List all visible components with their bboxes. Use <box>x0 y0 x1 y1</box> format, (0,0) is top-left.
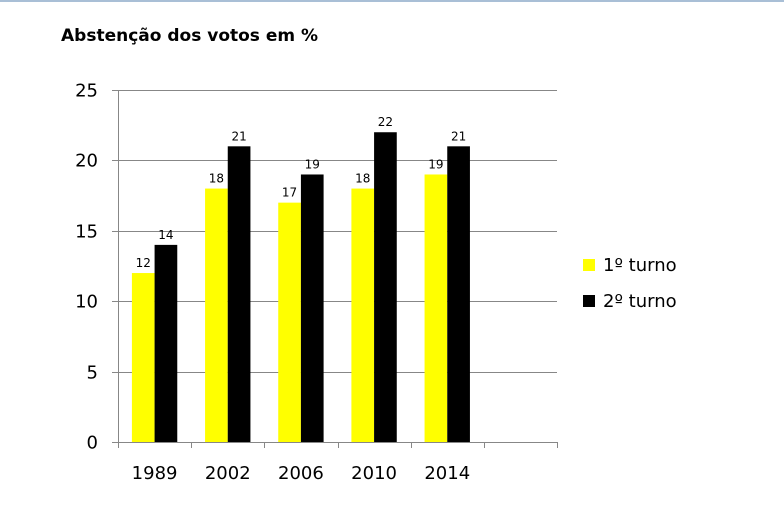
legend-item-series-1: 1º turno <box>583 253 677 277</box>
legend-swatch-series-1 <box>583 259 595 271</box>
legend-label-series-1: 1º turno <box>603 254 677 276</box>
y-tick-label-0: 0 <box>87 433 98 454</box>
bar-2010-series-1 <box>351 188 375 442</box>
bar-2014-series-2 <box>447 146 470 442</box>
bar-2002-series-1 <box>205 188 228 442</box>
top-border <box>0 0 784 2</box>
bar-1989-series-1 <box>131 273 155 442</box>
bar-2014-series-1 <box>424 174 448 443</box>
y-tick-label-10: 10 <box>75 292 98 313</box>
chart-title: Abstenção dos votos em % <box>61 26 319 46</box>
legend-swatch-series-2 <box>583 295 595 307</box>
x-tick-label-2014: 2014 <box>424 463 470 484</box>
data-label-2002-series-1: 18 <box>209 172 224 186</box>
x-tick-label-2010: 2010 <box>351 463 397 484</box>
bar-2002-series-2 <box>227 146 251 442</box>
y-tick-label-15: 15 <box>75 222 98 243</box>
x-tick-label-1989: 1989 <box>132 463 178 484</box>
data-label-2002-series-2: 21 <box>231 129 246 143</box>
data-label-2014-series-1: 19 <box>428 157 443 171</box>
bar-2010-series-2 <box>374 132 397 443</box>
bar-2006-series-1 <box>278 202 301 442</box>
data-label-2006-series-1: 17 <box>282 186 297 200</box>
x-tick-label-2006: 2006 <box>278 463 324 484</box>
legend-item-series-2: 2º turno <box>583 289 677 313</box>
data-label-1989-series-1: 12 <box>136 256 151 270</box>
bar-2006-series-2 <box>300 174 324 443</box>
x-tick-label-2002: 2002 <box>205 463 251 484</box>
y-tick-label-5: 5 <box>87 363 98 384</box>
data-label-1989-series-2: 14 <box>158 228 173 242</box>
legend: 1º turno 2º turno <box>583 253 677 325</box>
y-tick-label-25: 25 <box>75 81 98 102</box>
y-tick-label-20: 20 <box>75 151 98 172</box>
bar-1989-series-2 <box>154 244 178 442</box>
legend-label-series-2: 2º turno <box>603 290 677 312</box>
data-label-2010-series-1: 18 <box>355 172 370 186</box>
data-label-2014-series-2: 21 <box>451 129 466 143</box>
data-label-2010-series-2: 22 <box>378 115 393 129</box>
data-label-2006-series-2: 19 <box>305 157 320 171</box>
